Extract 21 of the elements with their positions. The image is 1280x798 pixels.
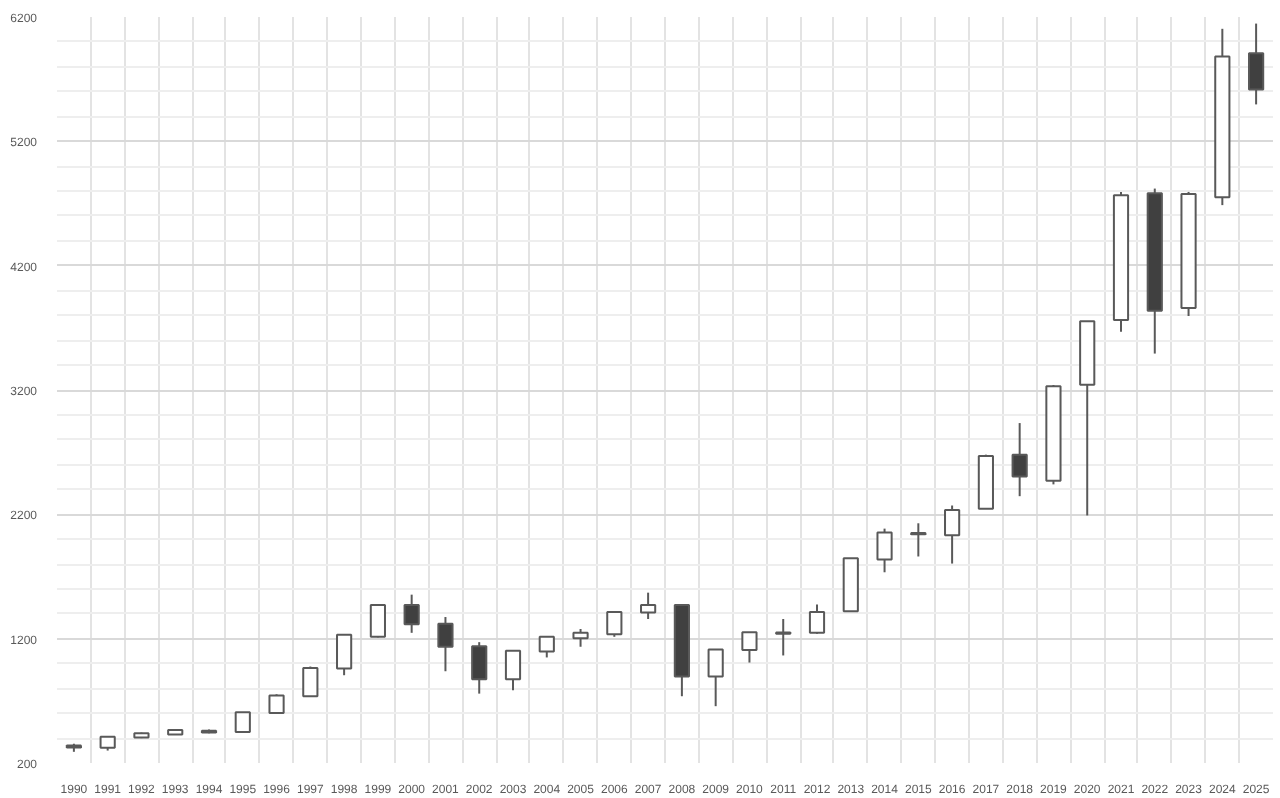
candlestick — [944, 504, 961, 565]
candlestick — [302, 665, 319, 698]
candlestick — [741, 631, 758, 664]
candlestick — [369, 603, 386, 639]
candlestick — [910, 522, 927, 558]
candlestick — [1011, 422, 1028, 498]
candlestick — [437, 616, 454, 673]
candlestick — [538, 635, 555, 659]
candlestick — [606, 610, 623, 638]
candlestick — [268, 693, 285, 714]
candlestick — [808, 603, 826, 635]
candlestick — [471, 641, 488, 695]
candlestick — [775, 618, 792, 657]
candlestick — [504, 649, 522, 692]
candlestick — [640, 591, 657, 621]
candlestick — [876, 527, 893, 574]
candlestick — [1248, 22, 1265, 106]
candlestick — [707, 648, 724, 708]
candlestick — [234, 711, 251, 733]
candlestick — [336, 633, 353, 677]
candlestick — [403, 593, 420, 634]
